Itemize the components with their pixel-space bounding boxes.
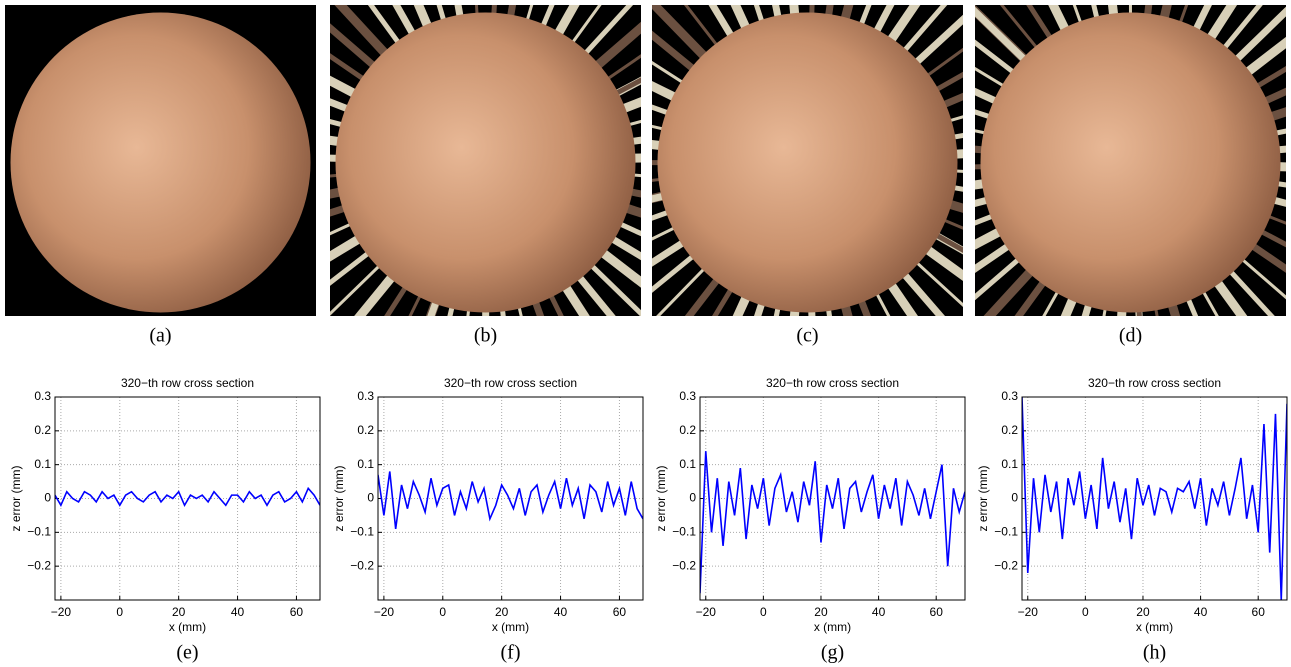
y-tick-label: 0.3	[357, 389, 374, 403]
y-tick-label: 0.3	[679, 389, 696, 403]
y-tick-label: 0.1	[1001, 457, 1018, 471]
axes-box	[1021, 396, 1288, 601]
x-tick-label: 40	[872, 605, 886, 619]
x-tick-label: 60	[930, 605, 944, 619]
y-tick-label: 0.3	[1001, 389, 1018, 403]
x-tick-label: 0	[1082, 605, 1089, 619]
sphere	[10, 12, 311, 313]
y-axis-label: z error (mm)	[332, 466, 346, 532]
y-tick-label: 0.2	[357, 423, 374, 437]
data-line	[55, 486, 320, 508]
chart-title: 320−th row cross section	[121, 376, 254, 390]
axes-box	[54, 396, 321, 601]
x-tick-label: −20	[51, 605, 72, 619]
image-panel	[975, 5, 1286, 316]
y-tick-label: 0.1	[679, 457, 696, 471]
y-tick-label: 0.2	[1001, 423, 1018, 437]
plot	[378, 471, 643, 530]
y-tick-label: 0.2	[679, 423, 696, 437]
x-tick-label: −20	[1018, 605, 1039, 619]
x-tick-label: 0	[439, 605, 446, 619]
x-tick-label: 20	[495, 605, 509, 619]
x-axis-label: x (mm)	[492, 620, 529, 634]
sphere	[980, 12, 1281, 313]
x-tick-label: 20	[1136, 605, 1150, 619]
y-tick-label: −0.2	[994, 558, 1018, 572]
plot	[700, 451, 965, 594]
y-tick-label: −0.1	[994, 525, 1018, 539]
y-tick-label: −0.2	[350, 558, 374, 572]
x-tick-label: 0	[116, 605, 123, 619]
x-tick-label: 60	[290, 605, 304, 619]
x-axis-label: x (mm)	[814, 620, 851, 634]
x-tick-label: −20	[374, 605, 395, 619]
sphere	[335, 12, 636, 313]
y-tick-label: −0.1	[672, 525, 696, 539]
axes-box	[377, 396, 644, 601]
x-axis-label: x (mm)	[169, 620, 206, 634]
x-tick-label: 40	[554, 605, 568, 619]
image-panel	[652, 5, 963, 316]
y-tick-label: 0.1	[357, 457, 374, 471]
y-tick-label: −0.2	[27, 558, 51, 572]
caption: (e)	[176, 642, 198, 664]
x-tick-label: 20	[814, 605, 828, 619]
x-tick-label: 60	[613, 605, 627, 619]
x-tick-label: 60	[1252, 605, 1266, 619]
sphere	[657, 12, 958, 313]
y-tick-label: 0.3	[34, 389, 51, 403]
y-axis-label: z error (mm)	[976, 466, 990, 532]
y-tick-label: 0.1	[34, 457, 51, 471]
caption: (b)	[474, 325, 497, 347]
x-tick-label: 40	[231, 605, 245, 619]
y-tick-label: 0	[367, 491, 374, 505]
y-tick-label: 0	[689, 491, 696, 505]
chart-title: 320−th row cross section	[1088, 376, 1221, 390]
y-tick-label: 0.2	[34, 423, 51, 437]
caption: (g)	[821, 642, 844, 664]
caption: (f)	[501, 642, 521, 664]
data-line	[1022, 397, 1287, 600]
x-tick-label: 40	[1194, 605, 1208, 619]
data-line	[378, 471, 643, 530]
caption: (h)	[1143, 642, 1166, 664]
x-tick-label: −20	[696, 605, 717, 619]
caption: (d)	[1119, 325, 1142, 347]
plot	[1022, 397, 1287, 600]
x-axis-label: x (mm)	[1136, 620, 1173, 634]
chart-title: 320−th row cross section	[766, 376, 899, 390]
plot	[55, 486, 320, 508]
image-panel	[5, 5, 316, 316]
axes-box	[699, 396, 966, 601]
y-tick-label: −0.2	[672, 558, 696, 572]
caption: (c)	[796, 325, 818, 347]
y-tick-label: 0	[1011, 491, 1018, 505]
y-tick-label: −0.1	[350, 525, 374, 539]
y-axis-label: z error (mm)	[9, 466, 23, 532]
x-tick-label: 20	[172, 605, 186, 619]
data-line	[700, 451, 965, 594]
image-panel	[330, 5, 641, 316]
y-tick-label: 0	[44, 491, 51, 505]
chart-title: 320−th row cross section	[444, 376, 577, 390]
y-axis-label: z error (mm)	[654, 466, 668, 532]
x-tick-label: 0	[760, 605, 767, 619]
y-tick-label: −0.1	[27, 525, 51, 539]
caption: (a)	[149, 325, 171, 347]
